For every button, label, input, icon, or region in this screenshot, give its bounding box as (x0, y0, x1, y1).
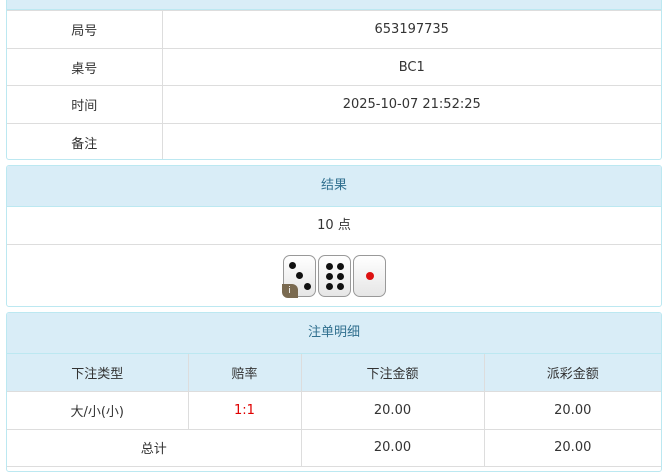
table-header-row: 下注类型 赔率 下注金额 派彩金额 (7, 354, 661, 392)
bet-details-title: 注单明细 (7, 313, 661, 354)
table-row: 备注 (7, 123, 661, 159)
header-bet-type: 下注类型 (7, 354, 189, 392)
payout: 20.00 (483, 390, 661, 430)
round-time: 2025-10-07 21:52:25 (161, 85, 661, 124)
die-three-icon: i (281, 255, 316, 298)
header-payout: 派彩金额 (483, 354, 661, 392)
bet-amount: 20.00 (300, 390, 485, 430)
info-icon[interactable]: i (281, 284, 298, 298)
total-payout: 20.00 (483, 428, 661, 467)
panel-header (7, 0, 661, 10)
die-six-icon (317, 255, 351, 297)
total-row: 总计 20.00 20.00 (7, 428, 661, 467)
table-row: 时间 2025-10-07 21:52:25 (7, 85, 661, 124)
table-row: 局号 653197735 (7, 10, 661, 49)
round-info-table: 局号 653197735 桌号 BC1 时间 2025-10-07 21:52:25 … (7, 10, 661, 159)
total-label: 总计 (7, 428, 302, 467)
result-panel: 结果 10 点 i (6, 165, 662, 307)
table-number: BC1 (161, 48, 661, 86)
table-row: 大/小(小) 1:1 20.00 20.00 (7, 390, 661, 430)
die-one-icon (352, 255, 386, 297)
round-number: 653197735 (161, 10, 661, 49)
row-label: 备注 (7, 123, 163, 159)
total-amount: 20.00 (300, 428, 485, 467)
table-row: 桌号 BC1 (7, 48, 661, 86)
dice-row: i (7, 245, 661, 298)
bet-details-table: 下注类型 赔率 下注金额 派彩金额 大/小(小) 1:1 20.00 20.00… (7, 354, 661, 467)
result-title: 结果 (7, 166, 661, 207)
result-points: 10 点 (7, 207, 661, 245)
bet-type: 大/小(小) (7, 390, 189, 430)
remark (161, 123, 661, 159)
bet-details-panel: 注单明细 下注类型 赔率 下注金额 派彩金额 大/小(小) 1:1 20.00 … (6, 312, 662, 472)
row-label: 桌号 (7, 48, 163, 86)
row-label: 时间 (7, 85, 163, 124)
header-bet-amount: 下注金额 (300, 354, 485, 392)
header-odds: 赔率 (187, 354, 302, 392)
round-info-panel: 局号 653197735 桌号 BC1 时间 2025-10-07 21:52:25 … (6, 0, 662, 160)
row-label: 局号 (7, 10, 163, 49)
odds: 1:1 (187, 390, 302, 430)
